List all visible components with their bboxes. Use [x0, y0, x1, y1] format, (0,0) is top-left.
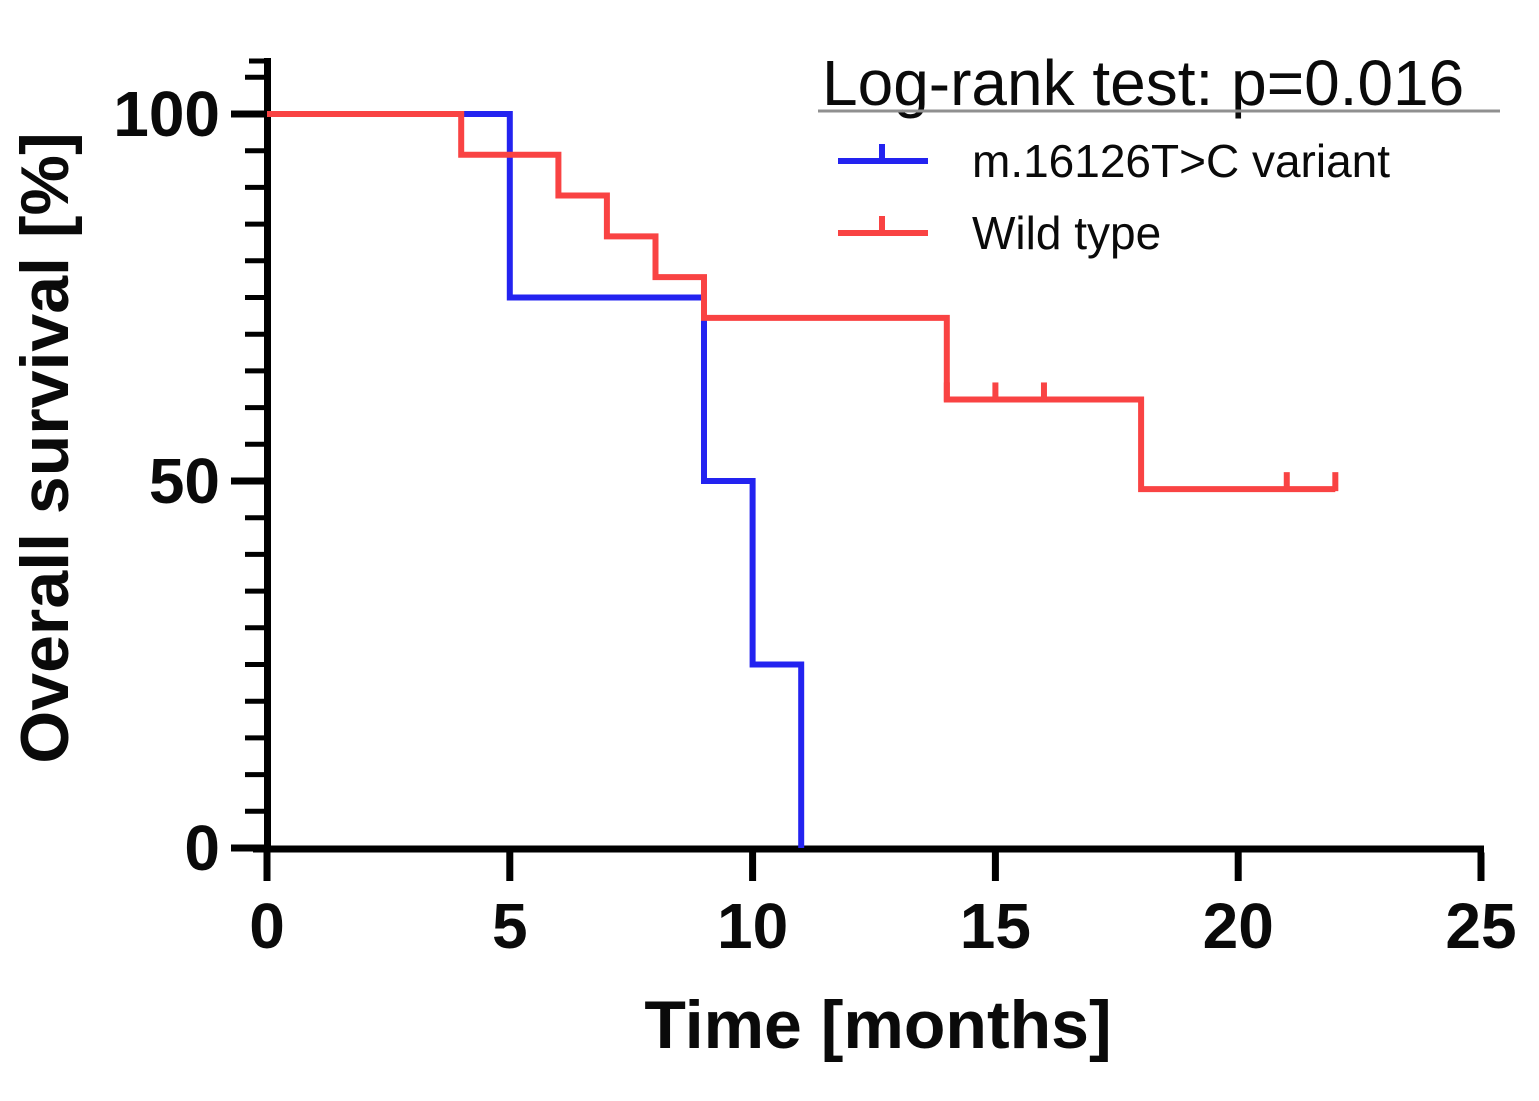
x-axis-title: Time [months]: [644, 987, 1111, 1063]
y-tick-label: 50: [149, 445, 220, 517]
legend-item: Wild type: [838, 207, 1161, 259]
x-tick-label: 15: [960, 890, 1031, 962]
x-tick-label: 10: [717, 890, 788, 962]
x-axis: 0 5 10 15 20 25: [249, 845, 1517, 962]
y-axis: 0 50 100: [113, 58, 271, 884]
y-tick-label: 100: [113, 78, 220, 150]
y-axis-title: Overall survival [%]: [7, 132, 83, 763]
series-variant: [267, 111, 805, 848]
series-wild-type: [267, 111, 1339, 493]
x-tick-label: 5: [492, 890, 528, 962]
legend: Log-rank test: p=0.016 m.16126T>C varian…: [818, 47, 1500, 259]
legend-item: m.16126T>C variant: [838, 135, 1390, 187]
legend-title: Log-rank test: p=0.016: [822, 47, 1464, 119]
survival-curves: [267, 111, 1339, 848]
legend-item-label: m.16126T>C variant: [972, 135, 1390, 187]
x-tick-label: 20: [1203, 890, 1274, 962]
x-tick-label: 25: [1445, 890, 1516, 962]
legend-item-label: Wild type: [972, 207, 1161, 259]
legend-items: m.16126T>C variant Wild type: [838, 135, 1390, 259]
y-tick-label: 0: [184, 812, 220, 884]
survival-step-curve: [267, 111, 805, 848]
x-tick-label: 0: [249, 890, 285, 962]
